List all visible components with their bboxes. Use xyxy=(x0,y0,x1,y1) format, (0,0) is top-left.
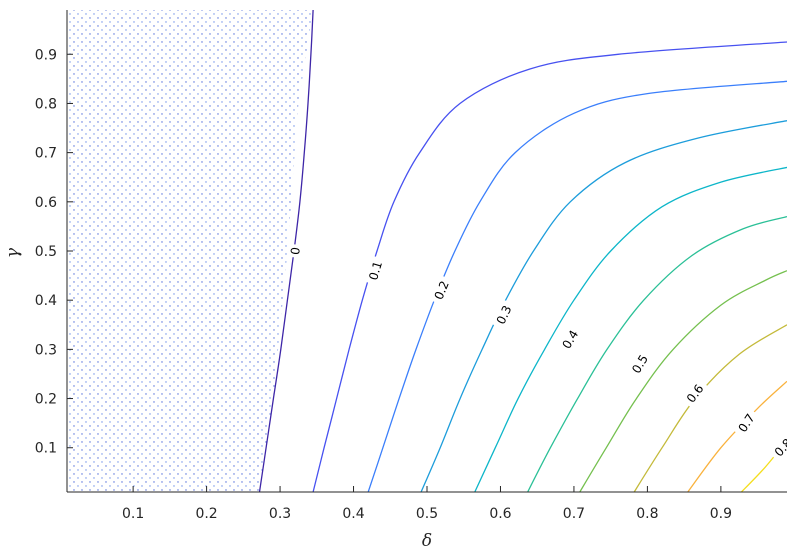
y-tick-label: 0.7 xyxy=(35,146,57,162)
contour-line-2 xyxy=(367,80,787,492)
x-tick-label: 0.8 xyxy=(636,506,658,522)
x-tick-label: 0.9 xyxy=(710,506,732,522)
y-tick-label: 0.2 xyxy=(35,392,57,408)
y-tick-label: 0.3 xyxy=(35,342,57,358)
y-tick-label: 0.5 xyxy=(35,244,57,260)
contour-label-bg xyxy=(286,243,304,259)
contour-line-8 xyxy=(687,380,787,492)
contour-label-bg xyxy=(768,432,787,463)
plot-area: 00.10.20.30.40.50.60.70.80.9 xyxy=(67,10,787,492)
contour-line-1 xyxy=(312,41,787,492)
contour-label-bg xyxy=(626,348,654,380)
x-tick-label: 0.2 xyxy=(195,506,217,522)
contour-label: 0.2 xyxy=(432,279,452,302)
y-axis-label: γ xyxy=(3,247,23,258)
axes: 0.1 0.2 0.3 0.4 0.5 0.6 0.7 0.8 0.9 0.1 0.2 0.3 0.4 0… xyxy=(35,10,787,522)
x-tick-label: 0.6 xyxy=(489,506,511,522)
contour-line-3 xyxy=(420,120,787,492)
contour-line-6 xyxy=(579,270,787,492)
contour-label: 0 xyxy=(288,246,303,255)
x-tick-label: 0.4 xyxy=(342,506,364,522)
x-tick-label: 0.5 xyxy=(416,506,438,522)
contour-label-bg xyxy=(732,407,760,439)
x-tick-label: 0.3 xyxy=(269,506,291,522)
y-tick-label: 0.1 xyxy=(35,441,57,457)
contour-label-bg xyxy=(491,299,517,331)
x-tick-label: 0.1 xyxy=(122,506,144,522)
contour-label: 0.1 xyxy=(366,260,385,282)
y-tick-label: 0.4 xyxy=(35,293,57,309)
contour-label-bg xyxy=(364,255,387,286)
contour-line-7 xyxy=(633,324,787,492)
x-axis-label: δ xyxy=(422,531,432,551)
contour-line-4 xyxy=(474,166,787,492)
contour-label-bg xyxy=(429,274,454,306)
dotted-region xyxy=(67,10,314,492)
y-tick-label: 0.8 xyxy=(35,96,57,112)
y-tick-label: 0.6 xyxy=(35,195,57,211)
contour-label-bg xyxy=(680,377,709,409)
contour-label-bg xyxy=(556,323,584,355)
x-tick-label: 0.7 xyxy=(563,506,585,522)
y-tick-label: 0.9 xyxy=(35,47,57,63)
contour-line-5 xyxy=(527,215,787,492)
